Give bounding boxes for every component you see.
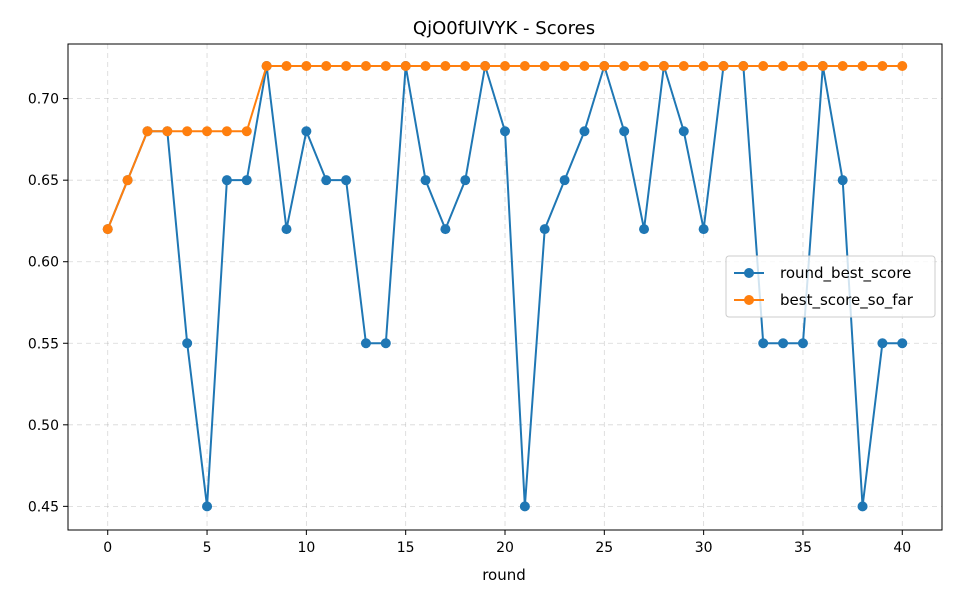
data-point-best_score_so_far xyxy=(599,61,610,72)
legend-box xyxy=(725,255,936,318)
data-point-round_best_score xyxy=(281,224,292,235)
data-point-best_score_so_far xyxy=(102,224,113,235)
data-point-best_score_so_far xyxy=(817,61,828,72)
data-point-round_best_score xyxy=(221,175,232,186)
data-point-best_score_so_far xyxy=(837,61,848,72)
x-tick-label: 0 xyxy=(103,540,112,556)
data-point-round_best_score xyxy=(460,175,471,186)
data-point-best_score_so_far xyxy=(897,61,908,72)
data-point-best_score_so_far xyxy=(698,61,709,72)
data-point-best_score_so_far xyxy=(380,61,391,72)
data-point-round_best_score xyxy=(360,338,371,349)
data-point-best_score_so_far xyxy=(321,61,332,72)
y-tick-label: 0.70 xyxy=(28,92,59,108)
legend: round_best_score best_score_so_far xyxy=(725,255,936,318)
data-point-best_score_so_far xyxy=(579,61,590,72)
x-tick-label: 40 xyxy=(893,540,911,556)
x-tick-label: 25 xyxy=(595,540,613,556)
data-point-round_best_score xyxy=(500,126,510,137)
data-point-best_score_so_far xyxy=(678,61,689,72)
data-point-best_score_so_far xyxy=(162,126,173,137)
data-point-best_score_so_far xyxy=(241,126,252,137)
data-point-best_score_so_far xyxy=(738,61,749,72)
data-point-best_score_so_far xyxy=(420,61,431,72)
data-point-round_best_score xyxy=(539,224,550,235)
data-point-best_score_so_far xyxy=(758,61,769,72)
x-tick-label: 5 xyxy=(203,540,212,556)
data-point-round_best_score xyxy=(202,501,213,512)
y-tick-label: 0.60 xyxy=(28,255,59,271)
data-point-best_score_so_far xyxy=(440,61,451,72)
chart-title: QjO0fUlVYK - Scores xyxy=(413,18,595,39)
x-axis-label: round xyxy=(482,566,526,584)
series-layer xyxy=(102,61,908,512)
y-tick-label: 0.65 xyxy=(28,173,59,189)
data-point-round_best_score xyxy=(420,175,431,186)
data-point-best_score_so_far xyxy=(341,61,352,72)
data-point-best_score_so_far xyxy=(122,175,133,186)
legend-marker-best_score_so_far xyxy=(744,295,754,305)
data-point-round_best_score xyxy=(380,338,391,349)
data-point-best_score_so_far xyxy=(857,61,868,72)
data-point-round_best_score xyxy=(519,501,530,512)
x-tick-label: 15 xyxy=(397,540,415,556)
data-point-round_best_score xyxy=(778,338,789,349)
data-point-best_score_so_far xyxy=(658,61,669,72)
data-point-round_best_score xyxy=(678,126,689,137)
data-point-best_score_so_far xyxy=(877,61,888,72)
data-point-best_score_so_far xyxy=(539,61,550,72)
x-tick-label: 35 xyxy=(794,540,812,556)
x-tick-label: 30 xyxy=(695,540,713,556)
data-point-best_score_so_far xyxy=(142,126,153,137)
legend-label-best_score_so_far: best_score_so_far xyxy=(780,291,914,310)
data-point-best_score_so_far xyxy=(301,61,312,72)
data-point-best_score_so_far xyxy=(718,61,729,72)
data-point-best_score_so_far xyxy=(261,61,272,72)
y-tick-label: 0.50 xyxy=(28,418,59,434)
data-point-round_best_score xyxy=(877,338,888,349)
data-point-round_best_score xyxy=(797,338,808,349)
data-point-round_best_score xyxy=(559,175,570,186)
data-point-best_score_so_far xyxy=(221,126,232,137)
data-point-round_best_score xyxy=(341,175,352,186)
data-point-best_score_so_far xyxy=(182,126,193,137)
data-point-round_best_score xyxy=(857,501,868,512)
data-point-best_score_so_far xyxy=(460,61,471,72)
data-point-best_score_so_far xyxy=(778,61,789,72)
data-point-round_best_score xyxy=(182,338,193,349)
y-tick-label: 0.55 xyxy=(28,336,59,352)
y-tick-label: 0.45 xyxy=(28,499,59,515)
data-point-best_score_so_far xyxy=(281,61,292,72)
data-point-round_best_score xyxy=(837,175,848,186)
data-point-best_score_so_far xyxy=(500,61,510,72)
data-point-best_score_so_far xyxy=(639,61,650,72)
data-point-best_score_so_far xyxy=(559,61,570,72)
data-point-round_best_score xyxy=(301,126,312,137)
data-point-round_best_score xyxy=(440,224,451,235)
data-point-round_best_score xyxy=(897,338,908,349)
data-point-best_score_so_far xyxy=(797,61,808,72)
data-point-round_best_score xyxy=(321,175,332,186)
legend-label-round_best_score: round_best_score xyxy=(780,264,911,283)
data-point-round_best_score xyxy=(639,224,650,235)
data-point-round_best_score xyxy=(758,338,769,349)
x-tick-label: 10 xyxy=(297,540,315,556)
data-point-round_best_score xyxy=(579,126,590,137)
data-point-best_score_so_far xyxy=(519,61,530,72)
data-point-round_best_score xyxy=(698,224,709,235)
data-point-best_score_so_far xyxy=(202,126,213,137)
axis-ticks: 0 5 10 15 20 25 30 35 40 0.45 0.50 0.55 0.60 0.65 0.70 xyxy=(28,92,911,556)
data-point-best_score_so_far xyxy=(400,61,411,72)
data-point-best_score_so_far xyxy=(360,61,371,72)
data-point-best_score_so_far xyxy=(480,61,491,72)
data-point-round_best_score xyxy=(619,126,630,137)
legend-marker-round_best_score xyxy=(744,268,754,278)
data-point-best_score_so_far xyxy=(619,61,630,72)
grid xyxy=(68,44,942,530)
x-tick-label: 20 xyxy=(496,540,514,556)
data-point-round_best_score xyxy=(241,175,252,186)
